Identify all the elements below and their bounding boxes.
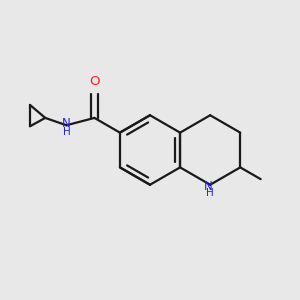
Text: H: H [63,127,71,137]
Text: H: H [206,188,214,198]
Text: N: N [204,180,213,193]
Text: N: N [61,117,70,130]
Text: O: O [89,76,100,88]
